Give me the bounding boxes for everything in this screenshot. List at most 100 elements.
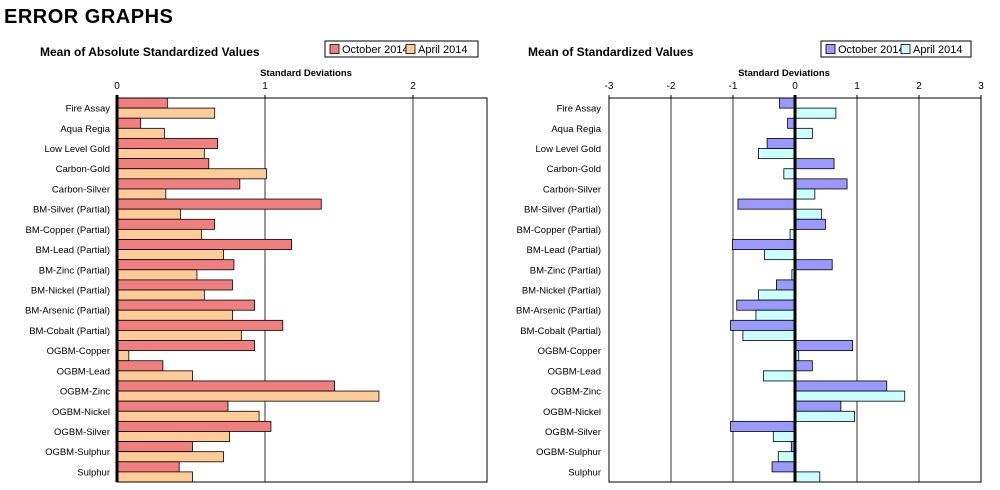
bar-ogbm-copper-october-2014 xyxy=(794,340,854,352)
category-label-bm-nickel-partial: BM-Nickel (Partial) xyxy=(522,286,601,297)
bar-bm-nickel-partial-october-2014 xyxy=(775,279,796,291)
bar-bm-nickel-partial-april-2014 xyxy=(116,289,205,301)
bar-ogbm-zinc-april-2014 xyxy=(116,390,380,402)
bar-carbon-gold-october-2014 xyxy=(116,158,210,170)
bar-bm-arsenic-partial-april-2014 xyxy=(116,309,233,321)
bar-bm-lead-partial-october-2014 xyxy=(731,239,796,250)
legend-label-april-2014: April 2014 xyxy=(913,44,963,56)
legend-box xyxy=(820,40,972,58)
bar-ogbm-lead-april-2014 xyxy=(116,370,193,382)
bar-ogbm-zinc-october-2014 xyxy=(794,380,888,392)
category-label-ogbm-silver: OGBM-Silver xyxy=(54,427,110,438)
chart-absolute-standardized: Mean of Absolute Standardized Values Octo… xyxy=(25,40,488,483)
bar-fire-assay-april-2014 xyxy=(116,107,216,119)
bar-carbon-silver-april-2014 xyxy=(794,188,816,200)
bar-aqua-regia-april-2014 xyxy=(116,127,165,139)
bar-bm-cobalt-partial-october-2014 xyxy=(730,319,796,331)
bar-ogbm-nickel-april-2014 xyxy=(794,410,855,422)
bar-ogbm-sulphur-april-2014 xyxy=(116,451,224,463)
legend-label-october-2014: October 2014 xyxy=(342,44,409,56)
legend-swatch-april-2014 xyxy=(405,44,416,54)
bar-bm-silver-partial-april-2014 xyxy=(794,208,823,220)
legend-swatch-october-2014 xyxy=(825,44,836,54)
category-label-aqua-regia: Aqua Regia xyxy=(551,124,601,135)
x-tick-label-1: 1 xyxy=(854,81,860,92)
bar-bm-copper-partial-april-2014 xyxy=(116,228,202,240)
bar-bm-arsenic-partial-october-2014 xyxy=(736,299,796,311)
x-tick-label-1: -1 xyxy=(729,81,738,92)
category-label-low-level-gold: Low Level Gold xyxy=(45,144,110,155)
category-label-carbon-silver: Carbon-Silver xyxy=(52,184,110,195)
category-label-fire-assay: Fire Assay xyxy=(557,104,602,115)
bar-bm-silver-partial-october-2014 xyxy=(737,198,796,210)
bar-bm-nickel-partial-october-2014 xyxy=(116,279,233,291)
page-title: ERROR GRAPHS xyxy=(4,6,174,28)
bar-ogbm-nickel-october-2014 xyxy=(116,400,229,412)
x-tick-label-1: 1 xyxy=(262,81,268,92)
bar-bm-copper-partial-october-2014 xyxy=(794,218,826,230)
x-tick-label-3: 3 xyxy=(978,81,984,92)
bar-bm-cobalt-partial-october-2014 xyxy=(116,319,284,331)
category-label-ogbm-sulphur: OGBM-Sulphur xyxy=(45,447,110,458)
legend-label-april-2014: April 2014 xyxy=(418,44,468,56)
category-label-aqua-regia: Aqua Regia xyxy=(60,124,110,135)
bar-sulphur-april-2014 xyxy=(794,471,821,483)
bar-ogbm-zinc-april-2014 xyxy=(794,390,906,402)
bar-bm-silver-partial-april-2014 xyxy=(116,208,182,220)
bar-bm-lead-partial-april-2014 xyxy=(116,249,224,261)
bar-bm-cobalt-partial-april-2014 xyxy=(116,330,242,341)
bar-carbon-silver-april-2014 xyxy=(116,188,167,200)
x-tick-label-2: -2 xyxy=(667,81,676,92)
x-tick-label-2: 2 xyxy=(916,81,922,92)
category-label-bm-silver-partial: BM-Silver (Partial) xyxy=(33,205,110,216)
category-label-bm-cobalt-partial: BM-Cobalt (Partial) xyxy=(29,326,110,337)
bar-ogbm-silver-april-2014 xyxy=(772,431,796,442)
x-tick-label-2: 2 xyxy=(410,81,416,92)
bar-bm-zinc-partial-october-2014 xyxy=(794,259,833,271)
bar-bm-arsenic-partial-april-2014 xyxy=(755,309,796,321)
bar-ogbm-lead-april-2014 xyxy=(762,370,796,382)
chart-title: Mean of Absolute Standardized Values xyxy=(40,45,260,59)
legend: October 2014 April 2014 xyxy=(324,40,479,58)
bar-ogbm-zinc-october-2014 xyxy=(116,380,335,392)
category-label-ogbm-sulphur: OGBM-Sulphur xyxy=(536,447,601,458)
category-label-carbon-gold: Carbon-Gold xyxy=(56,164,110,175)
category-label-bm-arsenic-partial: BM-Arsenic (Partial) xyxy=(516,306,601,317)
category-label-ogbm-silver: OGBM-Silver xyxy=(545,427,601,438)
bar-ogbm-silver-april-2014 xyxy=(116,431,230,442)
chart-standardized: Mean of Standardized Values October 2014 A… xyxy=(516,40,984,483)
legend-label-october-2014: October 2014 xyxy=(838,44,905,56)
bar-bm-cobalt-partial-april-2014 xyxy=(742,330,796,341)
x-axis-label: Standard Deviations xyxy=(260,68,352,79)
bar-carbon-gold-april-2014 xyxy=(116,168,267,180)
bar-bm-silver-partial-october-2014 xyxy=(116,198,322,210)
bar-ogbm-lead-october-2014 xyxy=(794,360,813,372)
bar-bm-nickel-partial-april-2014 xyxy=(758,289,796,301)
category-label-fire-assay: Fire Assay xyxy=(66,104,111,115)
x-tick-label-0: 0 xyxy=(792,81,798,92)
legend-swatch-april-2014 xyxy=(900,44,911,54)
bar-bm-zinc-partial-april-2014 xyxy=(116,269,198,281)
bar-ogbm-copper-october-2014 xyxy=(116,340,256,352)
category-label-low-level-gold: Low Level Gold xyxy=(536,144,601,155)
bar-bm-lead-partial-april-2014 xyxy=(764,249,796,261)
bar-ogbm-nickel-october-2014 xyxy=(794,400,842,412)
bar-bm-arsenic-partial-october-2014 xyxy=(116,299,256,311)
category-label-sulphur: Sulphur xyxy=(568,467,601,478)
bar-fire-assay-october-2014 xyxy=(116,97,168,109)
category-label-bm-zinc-partial: BM-Zinc (Partial) xyxy=(530,265,601,276)
bar-sulphur-april-2014 xyxy=(116,471,193,483)
category-label-carbon-silver: Carbon-Silver xyxy=(543,184,601,195)
bar-ogbm-nickel-april-2014 xyxy=(116,410,260,422)
bar-low-level-gold-october-2014 xyxy=(766,138,796,149)
legend: October 2014 April 2014 xyxy=(820,40,972,58)
x-axis-label: Standard Deviations xyxy=(738,68,830,79)
category-label-ogbm-copper: OGBM-Copper xyxy=(47,346,110,357)
bar-bm-zinc-partial-october-2014 xyxy=(116,259,235,271)
bar-ogbm-sulphur-october-2014 xyxy=(116,441,193,453)
bar-sulphur-october-2014 xyxy=(771,461,796,473)
category-label-ogbm-copper: OGBM-Copper xyxy=(538,346,601,357)
category-label-bm-copper-partial: BM-Copper (Partial) xyxy=(26,225,110,236)
category-label-ogbm-lead: OGBM-Lead xyxy=(548,366,601,377)
bar-ogbm-silver-october-2014 xyxy=(116,420,272,432)
